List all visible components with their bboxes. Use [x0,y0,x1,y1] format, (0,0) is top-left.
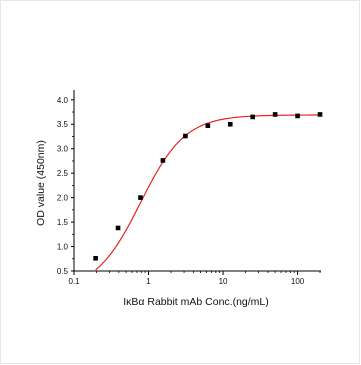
x-tick-label: 10 [219,277,228,286]
y-tick-label: 2.5 [57,169,69,178]
data-points-layer [93,112,323,261]
data-point [115,225,121,231]
data-point [160,158,166,163]
data-point [205,123,211,129]
y-tick-label: 1.5 [57,218,69,227]
data-point [295,113,300,119]
y-tick-label: 1.0 [57,243,69,252]
y-tick-label: 3.5 [57,120,69,129]
fit-curve-layer [95,114,320,271]
data-point [272,112,278,117]
y-axis-label: OD value (450nm) [35,140,47,226]
x-tick-label: 1 [146,277,151,286]
data-point [138,195,143,200]
data-point [183,133,188,139]
data-point [93,255,98,261]
y-tick-label: 4.0 [57,96,69,105]
y-tick-label: 3.0 [57,145,69,154]
data-point [227,121,233,127]
x-tick-label: 0.1 [68,277,80,286]
y-tick-label: 2.0 [57,194,69,203]
data-point [250,114,255,120]
axes: 0.5 1.0 1.5 2.0 2.5 3.0 3.5 4.0 0.1 1 10 100 [57,90,321,286]
y-tick-label: 0.5 [57,267,69,276]
fit-curve [95,114,320,271]
x-tick-label: 100 [291,277,305,286]
x-axis-label: IκBα Rabbit mAb Conc.(ng/mL) [123,296,269,308]
data-point [317,112,323,117]
